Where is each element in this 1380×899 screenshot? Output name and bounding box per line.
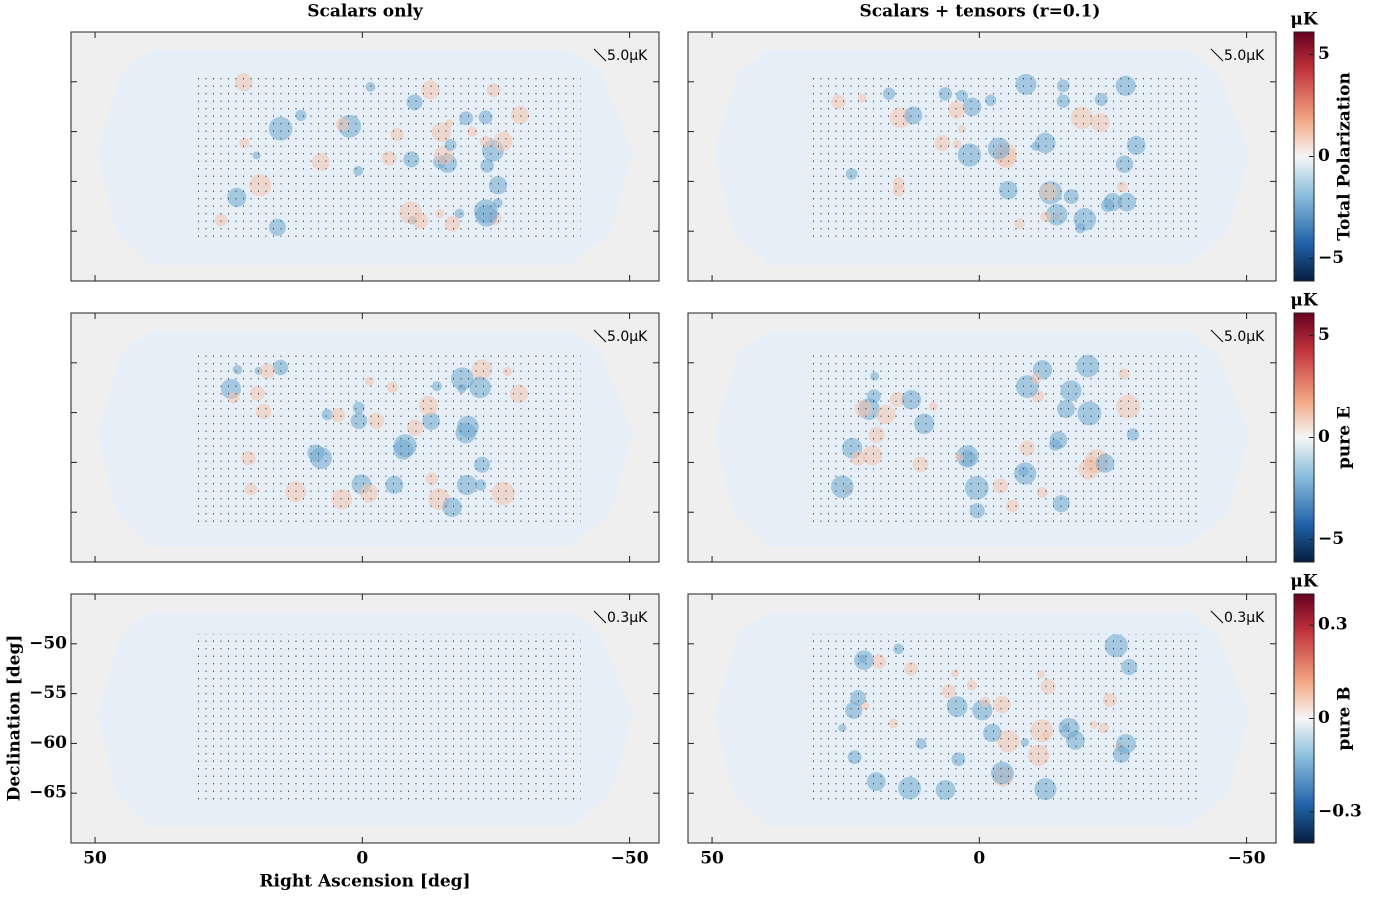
y-tick-label: −60 [29, 733, 67, 753]
colorbar-unit: μK [1290, 572, 1318, 592]
scale-vector [1210, 610, 1224, 624]
colorbar-tick-label: 0 [1318, 708, 1330, 728]
colorbar-tick-label: 5 [1318, 325, 1330, 345]
colorbar-tick-label: 5 [1318, 44, 1330, 64]
x-tick-label: −50 [1228, 849, 1266, 869]
scale-vector [593, 329, 607, 343]
y-axis-label: Declination [deg] [5, 635, 25, 802]
x-tick-label: 50 [83, 849, 107, 869]
x-tick-label: 50 [700, 849, 724, 869]
x-tick-label: −50 [611, 849, 649, 869]
scale-label: 0.3μK [607, 610, 648, 626]
y-tick-label: −65 [29, 783, 67, 803]
colorbar-label: Total Polarization [1335, 72, 1355, 241]
polarization-grid [813, 353, 1198, 523]
colorbar-tick-label: 0 [1318, 146, 1330, 166]
colorbar-tick-label: 0 [1318, 427, 1330, 447]
column-title: Scalars only [307, 2, 424, 22]
x-axis-label: Right Ascension [deg] [259, 872, 470, 892]
polarization-grid [196, 353, 581, 523]
polarization-grid [813, 72, 1198, 242]
scale-label: 5.0μK [1224, 48, 1265, 64]
colorbar-unit: μK [1290, 10, 1318, 30]
polarization-grid [196, 72, 581, 242]
colorbar-label: pure E [1335, 406, 1355, 469]
colorbar-label: pure B [1335, 686, 1355, 750]
scale-label: 5.0μK [607, 48, 648, 64]
colorbar-unit: μK [1290, 291, 1318, 311]
polarization-grid [196, 634, 581, 804]
colorbar-tick-label: −5 [1318, 248, 1344, 268]
colorbar-tick-label: 0.3 [1318, 615, 1348, 635]
scale-vector [593, 610, 607, 624]
scale-label: 5.0μK [1224, 329, 1265, 345]
scale-vector [1210, 48, 1224, 62]
column-title: Scalars + tensors (r=0.1) [860, 2, 1101, 22]
scale-vector [1210, 329, 1224, 343]
polarization-grid [813, 634, 1198, 804]
scale-label: 5.0μK [607, 329, 648, 345]
x-tick-label: 0 [973, 849, 985, 869]
colorbar-tick-label: −0.3 [1318, 801, 1362, 821]
x-tick-label: 0 [356, 849, 368, 869]
y-tick-label: −55 [29, 683, 67, 703]
scale-vector [593, 48, 607, 62]
scale-label: 0.3μK [1224, 610, 1265, 626]
y-tick-label: −50 [29, 633, 67, 653]
colorbar-tick-label: −5 [1318, 529, 1344, 549]
